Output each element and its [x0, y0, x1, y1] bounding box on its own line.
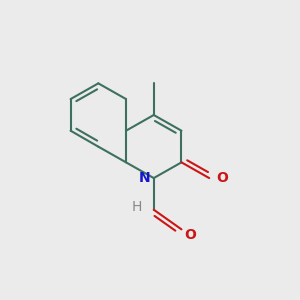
Text: O: O — [216, 171, 228, 184]
Text: H: H — [131, 200, 142, 214]
Text: N: N — [139, 171, 151, 184]
Text: O: O — [184, 228, 196, 242]
